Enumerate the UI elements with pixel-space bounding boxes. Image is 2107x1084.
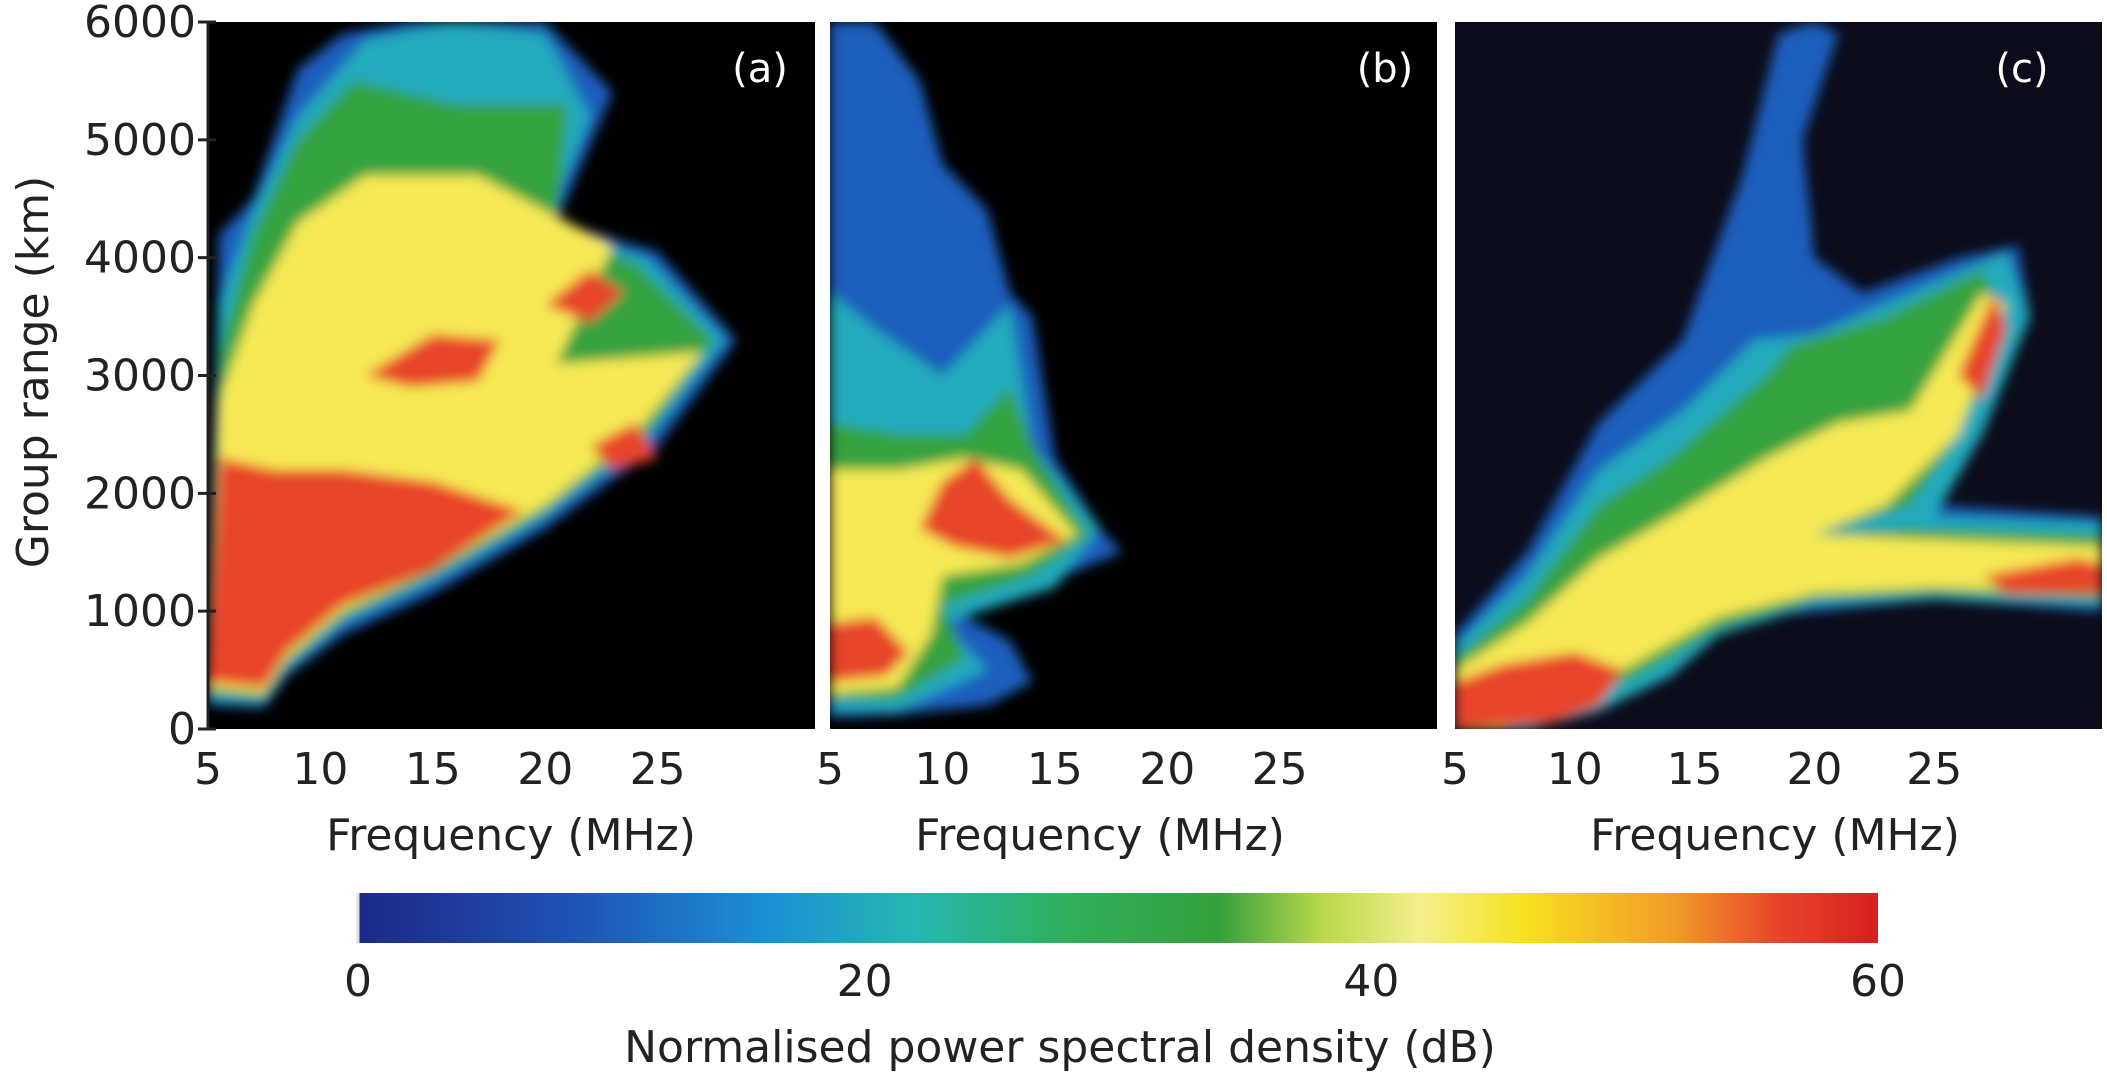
panel-c-label: (c) [1995,46,2048,92]
colorbar: 0 20 40 60 Normalised power spectral densit… [344,893,1906,1073]
x-tick-label: 15 [405,744,461,795]
y-tick-label: 4000 [84,233,196,284]
x-tick-label: 20 [1139,744,1195,795]
x-tick-label: 5 [1441,744,1469,795]
y-axis-label: Group range (km) [8,176,59,569]
y-tick-label: 5000 [84,115,196,166]
colorbar-tick-label: 20 [837,956,893,1007]
y-tick-label: 0 [168,704,196,755]
x-tick-label: 25 [1906,744,1962,795]
heatmap-region [208,458,523,688]
colorbar-tick-label: 0 [344,956,372,1007]
colorbar-label: Normalised power spectral density (dB) [624,1022,1496,1073]
y-tick-label: 6000 [84,0,196,48]
x-tick-label: 10 [1547,744,1603,795]
heatmap-region [919,458,1067,559]
panel-a-heatmap-layers [208,22,737,708]
x-tick-label: 15 [1667,744,1723,795]
colorbar-tick-label: 40 [1343,956,1399,1007]
panel-a-label: (a) [732,46,788,92]
x-tick-label: 5 [816,744,844,795]
panel-a-heatmap [208,22,737,708]
panel-b-label: (b) [1357,46,1414,92]
x-tick-label: 5 [194,744,222,795]
y-tick-label: 1000 [84,586,196,637]
heatmap-region [830,617,909,682]
heatmap-region [365,334,501,388]
panel-b-x-label: Frequency (MHz) [915,810,1285,861]
x-tick-label: 20 [517,744,573,795]
x-tick-label: 20 [1786,744,1842,795]
x-tick-label: 25 [1252,744,1308,795]
panel-a-y-ticks: 0 1000 2000 3000 4000 5000 6000 [84,0,216,755]
colorbar-tick-label: 60 [1850,956,1906,1007]
panel-b-heatmap [830,22,1123,718]
panel-b-heatmap-layers [830,22,1123,718]
heatmap-region [590,422,658,470]
panel-c-heatmap [1455,22,2102,729]
y-tick-label: 3000 [84,351,196,402]
panel-a-x-ticks: 5 10 15 20 25 [194,744,686,795]
x-tick-label: 25 [630,744,686,795]
panel-c-heatmap-layers [1455,22,2102,729]
colorbar-ticks: 0 20 40 60 [344,956,1906,1007]
panel-b-x-ticks: 5 10 15 20 25 [816,744,1308,795]
panel-c-x-label: Frequency (MHz) [1590,810,1960,861]
panel-c: 5 10 15 20 25 (c) Frequency (MHz) [1441,22,2102,861]
x-tick-label: 10 [292,744,348,795]
panel-b: 5 10 15 20 25 (b) Frequency (MHz) [816,22,1437,861]
panel-a-x-label: Frequency (MHz) [326,810,696,861]
x-tick-label: 15 [1027,744,1083,795]
heatmap-region [1455,652,1623,729]
heatmap-region [1455,293,2102,729]
panel-c-x-ticks: 5 10 15 20 25 [1441,744,1962,795]
x-tick-label: 10 [914,744,970,795]
heatmap-region [545,269,624,323]
heatmap-region [1982,558,2102,594]
y-tick-label: 2000 [84,468,196,519]
heatmap-region [1958,293,2007,400]
colorbar-bar [358,893,1878,943]
